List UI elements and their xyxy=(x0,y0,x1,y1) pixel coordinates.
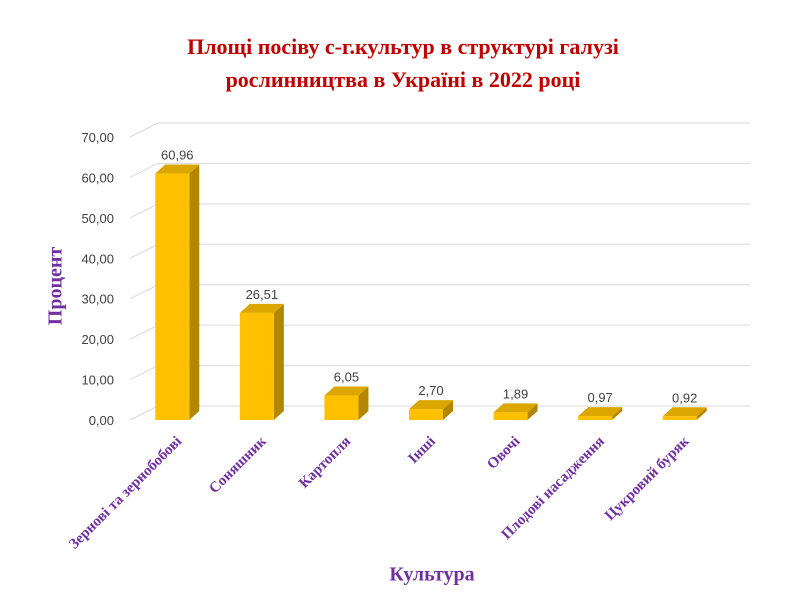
x-tick-label: Овочі xyxy=(484,434,523,473)
data-label: 60,96 xyxy=(161,148,194,163)
gridline xyxy=(129,284,750,300)
gridline xyxy=(129,122,750,138)
bar-side xyxy=(273,303,284,420)
bar-top xyxy=(239,303,284,313)
x-tick-label: Соняшник xyxy=(206,433,270,497)
bar xyxy=(409,409,443,420)
data-label: 1,89 xyxy=(503,386,528,401)
y-tick-label: 60,00 xyxy=(81,170,114,185)
y-tick-label: 50,00 xyxy=(81,211,114,226)
y-tick-label: 10,00 xyxy=(81,373,114,388)
bar xyxy=(155,173,190,420)
bar xyxy=(578,416,613,420)
gridline xyxy=(129,162,750,178)
bar xyxy=(239,312,274,420)
bar-top xyxy=(662,407,707,417)
y-tick-label: 30,00 xyxy=(81,292,114,307)
gridline xyxy=(129,243,750,259)
x-axis-title: Культура xyxy=(389,563,475,586)
chart-title-line-1: Площі посіву с-г.культур в структурі гал… xyxy=(187,34,619,59)
bar-side xyxy=(696,407,707,420)
data-label: 6,05 xyxy=(334,370,359,385)
bar-top xyxy=(324,386,369,396)
y-tick-label: 40,00 xyxy=(81,251,114,266)
chart-title-line-2: рослинництва в Україні в 2022 році xyxy=(225,67,581,92)
bar xyxy=(493,412,528,420)
x-tick-label: Картопля xyxy=(296,434,354,492)
bar-side xyxy=(358,386,369,420)
bar-top xyxy=(493,403,538,413)
gridline xyxy=(129,203,750,219)
gridline xyxy=(129,324,750,340)
x-tick-label: Зернові та зернобобові xyxy=(66,434,185,553)
y-tick-label: 20,00 xyxy=(81,332,114,347)
data-label: 26,51 xyxy=(246,287,279,302)
gridline xyxy=(129,365,750,381)
y-tick-label: 70,00 xyxy=(81,130,114,145)
bar-side xyxy=(189,164,200,420)
chart-title: Площі посіву с-г.культур в структурі гал… xyxy=(0,30,806,96)
bar-side xyxy=(527,403,538,420)
bar xyxy=(324,395,359,420)
bar-top xyxy=(155,164,200,174)
data-label: 0,97 xyxy=(587,390,612,405)
bar-side xyxy=(612,407,623,420)
y-axis-title: Процент xyxy=(44,246,67,326)
bar-top xyxy=(578,407,623,417)
bar-side xyxy=(443,400,453,420)
data-label: 2,70 xyxy=(418,383,443,398)
x-tick-label: Інші xyxy=(405,434,438,467)
bar xyxy=(662,416,697,420)
bar-top xyxy=(409,400,453,410)
y-tick-label: 0,00 xyxy=(89,413,114,428)
x-tick-label: Цукровий буряк xyxy=(602,433,693,524)
data-label: 0,92 xyxy=(672,390,697,405)
